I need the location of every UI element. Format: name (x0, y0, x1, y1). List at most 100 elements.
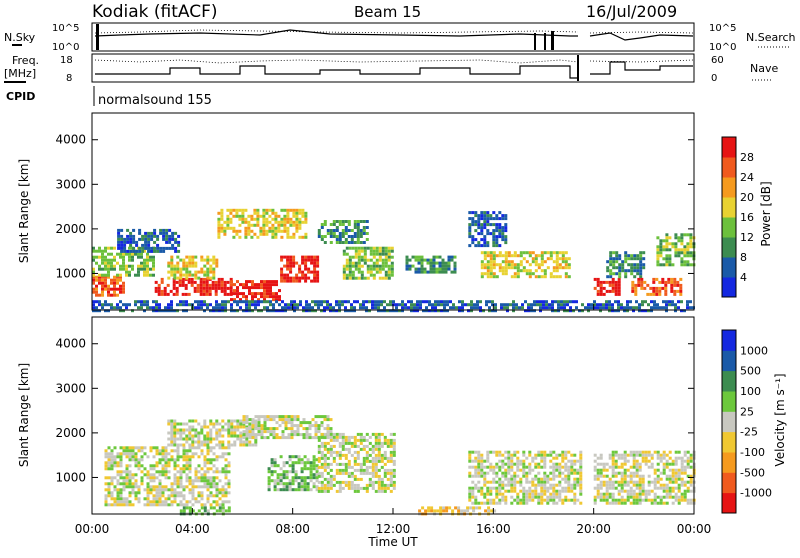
power-cell-r17 (665, 303, 668, 307)
power-cell-r11 (486, 254, 490, 258)
velocity-cell-r5 (486, 501, 490, 505)
power-cell-r8 (332, 229, 336, 232)
velocity-cell-r8 (460, 509, 464, 513)
power-cell-r4 (179, 258, 183, 262)
velocity-cell-r3 (282, 464, 286, 468)
power-cell-r2 (177, 249, 181, 253)
velocity-cell-r0 (119, 491, 123, 495)
velocity-cell-r5 (570, 471, 574, 475)
power-cell-r17 (635, 300, 638, 304)
velocity-cell-r0 (188, 464, 192, 468)
power-cell-r17 (293, 300, 296, 304)
velocity-cell-r4 (365, 459, 369, 463)
power-cell-r4 (197, 276, 201, 280)
power-cell-r14 (618, 257, 622, 261)
velocity-cell-r5 (546, 489, 550, 493)
velocity-cell-r6 (665, 474, 669, 478)
power-cell-r6 (226, 226, 230, 230)
power-cell-r17 (119, 300, 122, 304)
velocity-cell-r5 (528, 489, 532, 493)
velocity-cell-r3 (306, 467, 310, 471)
velocity-cell-r0 (155, 464, 159, 468)
velocity-cell-r0 (203, 470, 207, 474)
velocity-cell-r5 (525, 456, 529, 460)
power-cell-r12 (492, 217, 496, 221)
power-cell-r12 (492, 211, 496, 215)
power-cell-r17 (380, 309, 383, 313)
velocity-cell-r1 (179, 443, 183, 447)
velocity-cell-r1 (173, 440, 177, 444)
velocity-cell-r6 (632, 462, 636, 466)
velocity-cell-r0 (164, 500, 168, 504)
velocity-cell-r4 (386, 468, 390, 472)
power-cell-r17 (155, 300, 158, 304)
power-cell-r8 (329, 232, 333, 235)
power-cell-r8 (365, 220, 369, 223)
velocity-cell-r0 (197, 485, 201, 489)
velocity-cell-r3 (273, 485, 277, 489)
velocity-cell-r5 (540, 453, 544, 457)
power-cell-r2 (150, 246, 154, 250)
velocity-cell-r6 (620, 471, 624, 475)
velocity-cell-r6 (650, 480, 654, 484)
power-cell-r6 (271, 208, 275, 212)
power-cell-r1 (122, 255, 125, 259)
power-cell-r17 (653, 300, 656, 304)
nsky-label: N.Sky (4, 31, 36, 44)
power-cell-r5 (266, 292, 269, 296)
velocity-cell-r1 (233, 443, 237, 447)
power-cell-r6 (229, 220, 233, 224)
power-cell-r11 (489, 254, 493, 258)
power-cell-r7 (307, 270, 311, 274)
power-cell-r5 (248, 292, 251, 296)
power-cell-r16 (686, 260, 690, 264)
power-cell-r17 (611, 306, 614, 310)
power-cell-r17 (254, 306, 257, 310)
velocity-cell-r0 (227, 446, 231, 450)
power-cell-r17 (368, 309, 371, 313)
power-cell-r9 (345, 261, 349, 265)
power-cell-r15 (658, 292, 662, 296)
power-cell-r8 (320, 235, 324, 238)
power-cell-r2 (120, 249, 124, 253)
power-cell-r13 (599, 292, 603, 296)
velocity-cell-r1 (251, 443, 255, 447)
power-cell-r7 (298, 264, 302, 268)
power-cell-r7 (304, 273, 308, 277)
velocity-cell-r6 (599, 498, 603, 502)
power-cell-r6 (223, 220, 227, 224)
velocity-cell-r3 (291, 479, 295, 483)
power-cell-r17 (257, 309, 260, 313)
power-cell-r17 (593, 303, 596, 307)
velocity-cell-r0 (221, 500, 225, 504)
velocity-cell-r5 (543, 459, 547, 463)
velocity-cell-r0 (176, 491, 180, 495)
power-cell-r6 (301, 214, 305, 218)
velocity-cell-r3 (285, 485, 289, 489)
velocity-cell-r0 (152, 488, 156, 492)
velocity-cell-r1 (191, 425, 195, 429)
velocity-cell-r0 (119, 452, 123, 456)
power-cell-r11 (555, 275, 559, 279)
power-cell-r11 (552, 275, 556, 279)
velocity-cell-r5 (540, 498, 544, 502)
power-cell-r4 (194, 261, 198, 265)
power-cell-r9 (384, 270, 388, 274)
velocity-cell-r5 (486, 471, 490, 475)
velocity-cell-r6 (668, 450, 672, 454)
velocity-cell-r0 (131, 491, 135, 495)
power-cell-r12 (483, 238, 487, 242)
velocity-cell-r6 (632, 474, 636, 478)
velocity-cell-r5 (543, 450, 547, 454)
velocity-cell-r3 (297, 482, 301, 486)
power-cell-r3 (202, 289, 206, 293)
power-cell-r17 (464, 303, 467, 307)
power-cell-r16 (683, 245, 687, 249)
velocity-cell-r6 (686, 474, 690, 478)
xtick-label-3: 12:00 (376, 522, 411, 536)
power-cell-r11 (540, 269, 544, 273)
velocity-cell-r0 (134, 458, 138, 462)
power-cell-r8 (323, 241, 327, 244)
power-cell-r5 (272, 283, 275, 287)
